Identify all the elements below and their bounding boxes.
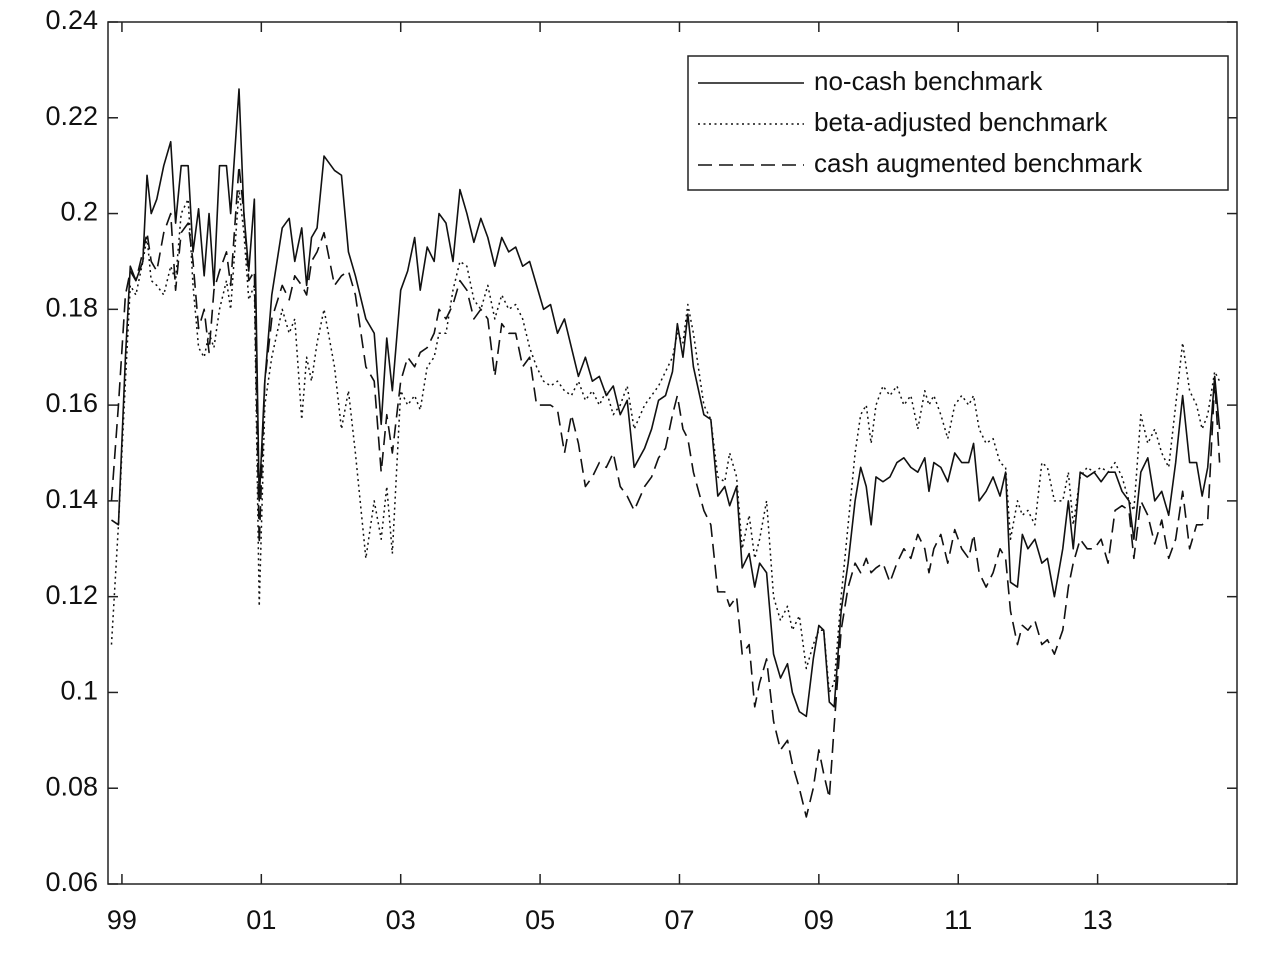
y-tick-label: 0.24 [45, 5, 98, 35]
legend-label: cash augmented benchmark [814, 148, 1143, 178]
series-line [111, 88, 1221, 718]
series-line [110, 164, 1221, 818]
y-tick-label: 0.16 [45, 388, 98, 418]
x-tick-label: 99 [107, 905, 137, 935]
x-tick-label: 01 [246, 905, 276, 935]
x-tick-label: 05 [525, 905, 555, 935]
legend-label: no-cash benchmark [814, 66, 1043, 96]
x-tick-label: 13 [1083, 905, 1113, 935]
x-tick-label: 07 [664, 905, 694, 935]
y-tick-label: 0.18 [45, 292, 98, 322]
x-tick-label: 09 [804, 905, 834, 935]
y-tick-label: 0.1 [60, 676, 98, 706]
x-tick-label: 03 [386, 905, 416, 935]
y-tick-label: 0.08 [45, 771, 98, 801]
y-tick-label: 0.22 [45, 101, 98, 131]
series-line [110, 188, 1221, 694]
legend-label: beta-adjusted benchmark [814, 107, 1108, 137]
plot-frame [107, 21, 1238, 885]
x-tick-label: 11 [944, 905, 972, 935]
y-tick-label: 0.14 [45, 484, 98, 514]
y-tick-label: 0.06 [45, 867, 98, 897]
legend-box [687, 55, 1229, 191]
y-tick-label: 0.2 [60, 197, 98, 227]
y-tick-label: 0.12 [45, 580, 98, 610]
